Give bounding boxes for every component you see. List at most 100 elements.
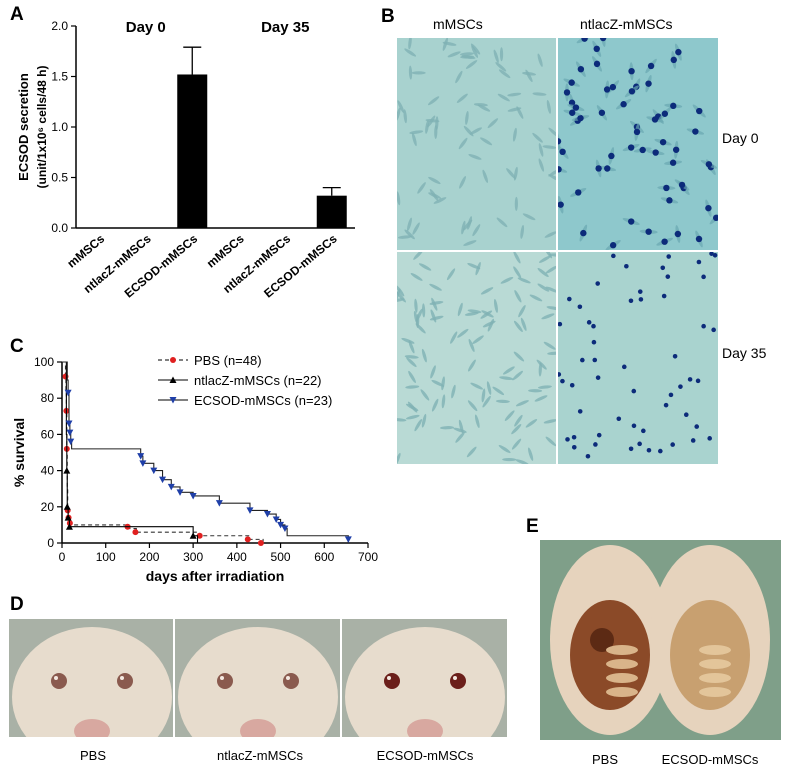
stained-nucleus — [660, 265, 666, 271]
stained-nucleus — [585, 453, 591, 459]
stained-nucleus — [669, 159, 677, 166]
cell — [495, 399, 510, 403]
cell — [467, 263, 481, 270]
cell — [474, 414, 480, 429]
data-point — [169, 376, 177, 383]
cell — [408, 38, 412, 50]
stained-nucleus — [628, 298, 634, 304]
stained-nucleus — [558, 201, 564, 208]
x-tick-label: 0 — [59, 550, 66, 564]
stained-nucleus — [645, 80, 652, 87]
cell — [404, 229, 415, 240]
data-point — [246, 507, 254, 514]
stained-nucleus — [616, 416, 622, 422]
eye-highlight — [386, 676, 391, 680]
cell — [525, 419, 538, 428]
stained-nucleus — [558, 372, 562, 377]
data-point — [169, 397, 177, 404]
y-tick-label: 60 — [41, 427, 55, 441]
x-tick-label: 700 — [358, 550, 378, 564]
stained-nucleus — [628, 88, 636, 95]
cell — [457, 302, 463, 317]
stained-nucleus — [645, 228, 652, 235]
cell — [411, 132, 417, 147]
stained-nucleus — [637, 441, 642, 447]
data-point — [244, 536, 251, 543]
cell — [469, 127, 482, 135]
cell — [529, 294, 543, 302]
cell — [525, 69, 533, 83]
stained-nucleus — [661, 293, 667, 299]
mouse-head — [12, 627, 172, 737]
cell — [459, 176, 466, 189]
y-tick-label: 1.5 — [51, 70, 68, 84]
cell — [451, 384, 456, 399]
data-point — [65, 420, 73, 428]
cell — [470, 382, 484, 390]
cell — [408, 340, 415, 354]
stained-nucleus — [604, 165, 611, 172]
cell — [514, 196, 518, 211]
stained-nucleus — [558, 166, 562, 173]
y-tick-label: 1.0 — [51, 120, 68, 134]
mouse-eye — [383, 673, 400, 689]
cell — [506, 168, 516, 179]
cell — [511, 423, 522, 435]
cell — [425, 118, 440, 123]
cell — [548, 127, 556, 138]
data-point — [150, 467, 158, 475]
stained-nucleus — [678, 384, 683, 389]
cell — [528, 389, 543, 393]
mouse-snout — [74, 719, 110, 737]
stained-nucleus — [577, 304, 583, 310]
data-point — [137, 453, 145, 460]
stained-nucleus — [712, 253, 718, 258]
data-point — [64, 514, 72, 521]
cell — [397, 191, 401, 206]
cell — [407, 401, 418, 413]
cell — [537, 53, 543, 67]
stained-nucleus — [628, 218, 635, 225]
cell — [504, 410, 515, 421]
cell — [463, 125, 474, 137]
cell — [514, 290, 522, 303]
data-point — [66, 429, 74, 437]
stained-nucleus — [675, 48, 682, 56]
stained-nucleus — [603, 86, 611, 93]
mouse-eye — [117, 673, 133, 689]
cell — [468, 359, 476, 372]
cell — [546, 100, 551, 114]
cell — [413, 252, 424, 260]
cell — [543, 252, 553, 259]
data-point — [189, 492, 197, 500]
eye-photo-strip — [9, 619, 507, 737]
y-tick-label: 100 — [34, 355, 54, 369]
cell — [486, 381, 492, 395]
cell — [431, 398, 439, 412]
cell — [430, 309, 437, 323]
y-tick-label: 20 — [41, 500, 55, 514]
cell — [470, 43, 481, 55]
cell — [425, 119, 429, 134]
stained-nucleus — [581, 38, 588, 42]
cell — [442, 41, 457, 46]
legend-entry: PBS (n=48) — [194, 353, 262, 368]
stained-nucleus — [670, 442, 675, 447]
cell — [512, 370, 523, 381]
caption-d-ntlacz: ntlacZ-mMSCs — [217, 748, 303, 763]
cell — [466, 446, 477, 458]
stained-nucleus — [707, 436, 712, 441]
stained-nucleus — [711, 327, 716, 333]
cell — [536, 359, 547, 370]
organs-ecsod — [670, 600, 750, 710]
cell — [513, 266, 522, 279]
mouse-eye — [283, 673, 300, 689]
cell — [397, 100, 405, 113]
cell — [467, 309, 482, 314]
data-point — [132, 529, 139, 536]
mouse-photo-ecsod — [341, 619, 507, 737]
cell — [518, 305, 526, 318]
cell — [405, 414, 420, 420]
stained-nucleus — [663, 184, 670, 192]
data-point — [159, 476, 167, 484]
